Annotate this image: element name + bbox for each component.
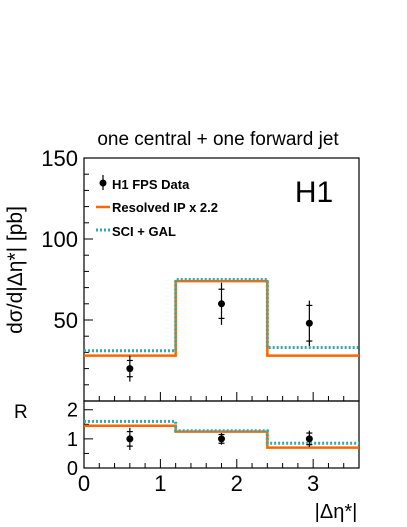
top-marker <box>126 365 134 373</box>
top-data-point <box>305 300 313 346</box>
experiment-label: H1 <box>295 176 333 209</box>
top-y-axis-label: dσ/d|Δη*| [pb] <box>4 206 27 334</box>
legend-label-sci: SCI + GAL <box>112 224 176 239</box>
top-y-ticks: 50 100 150 <box>41 146 360 401</box>
top-y-tick-label: 100 <box>41 227 78 252</box>
ratio-marker <box>305 435 313 443</box>
ratio-y-tick-label: 1 <box>67 429 78 451</box>
legend: H1 FPS Data Resolved IP x 2.2 SCI + GAL <box>96 175 218 239</box>
legend-label-data: H1 FPS Data <box>112 177 190 192</box>
ratio-y-tick-label: 0 <box>67 458 78 480</box>
top-y-tick-label: 150 <box>41 146 78 171</box>
ratio-y-axis-label: R <box>14 402 28 423</box>
chart-title: one central + one forward jet <box>97 129 339 150</box>
legend-entry-sci: SCI + GAL <box>96 224 176 239</box>
top-data-point <box>218 282 225 325</box>
legend-entry-data: H1 FPS Data <box>99 175 190 192</box>
ratio-data-point <box>126 427 134 450</box>
ratio-series-resolved-ip <box>84 424 359 449</box>
legend-label-resolved: Resolved IP x 2.2 <box>112 200 218 215</box>
x-tick-label: 3 <box>307 471 319 496</box>
ratio-data-points <box>126 427 313 450</box>
x-axis-label: |Δη*| <box>315 501 358 523</box>
x-tick-label: 1 <box>154 471 166 496</box>
ratio-marker <box>218 435 225 443</box>
top-series-sci-gal <box>84 278 359 353</box>
top-series-group <box>84 278 359 357</box>
legend-data-marker <box>99 179 107 187</box>
legend-entry-resolved: Resolved IP x 2.2 <box>96 200 218 215</box>
ratio-series-sci-gal <box>84 419 359 445</box>
top-marker <box>305 319 313 327</box>
top-series-resolved-ip <box>84 279 359 357</box>
ratio-y-tick-label: 2 <box>67 400 78 422</box>
ratio-series-group <box>84 419 359 449</box>
x-tick-label: 0 <box>78 471 90 496</box>
top-data-point <box>126 355 134 382</box>
top-y-tick-label: 50 <box>54 308 78 333</box>
x-tick-label: 2 <box>231 471 243 496</box>
top-data-points <box>126 282 313 382</box>
ratio-marker <box>126 435 134 443</box>
top-marker <box>218 300 225 308</box>
ratio-data-point <box>305 430 313 448</box>
ratio-data-point <box>218 433 225 445</box>
